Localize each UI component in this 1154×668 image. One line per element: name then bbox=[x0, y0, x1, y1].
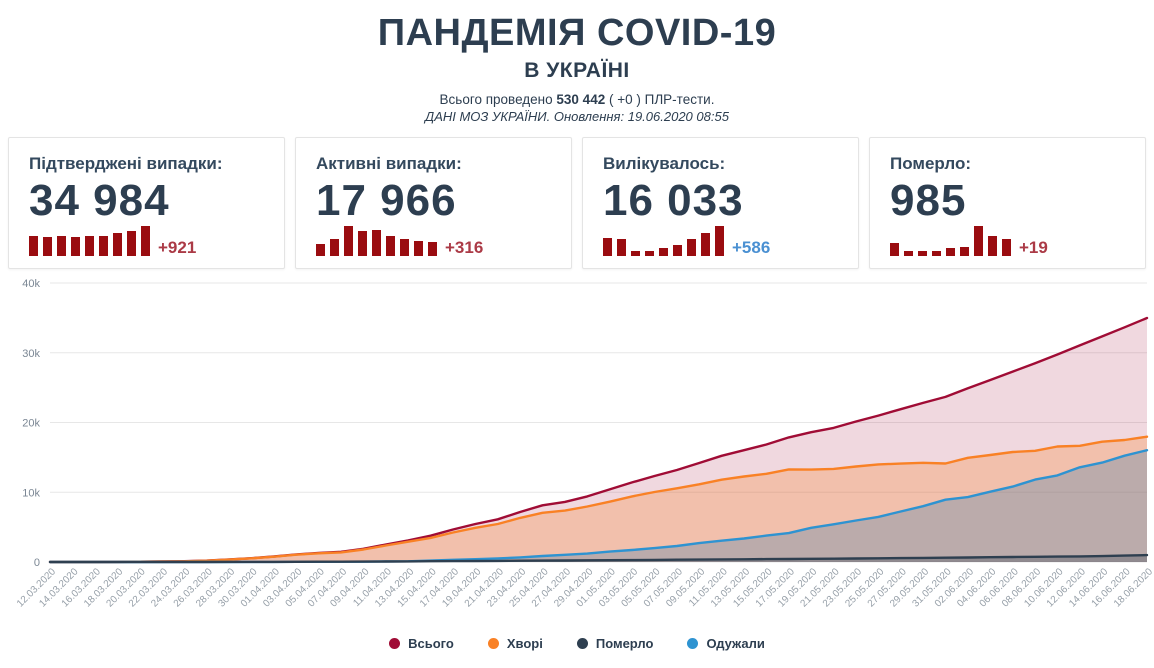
sparkline-bar bbox=[617, 239, 626, 256]
sparkline-bar bbox=[960, 247, 969, 256]
sparkline-bar bbox=[428, 242, 437, 256]
sparkline-bar bbox=[603, 238, 612, 256]
sparkline-bar bbox=[316, 244, 325, 256]
chart-container: 0 10k 20k 30k 40k 12.03.2020 14.03.2020 16.03.2… bbox=[0, 270, 1154, 636]
sparkline-bar bbox=[344, 226, 353, 256]
chart-area[interactable]: 010k20k30k40k12.03.202014.03.202016.03.2… bbox=[0, 270, 1154, 636]
y-axis-label: 30k bbox=[22, 348, 40, 360]
sparkline-bar bbox=[127, 231, 136, 256]
line-series-Померло bbox=[48, 553, 1149, 564]
sparkline-bar bbox=[988, 236, 997, 256]
tests-prefix: Всього проведено bbox=[439, 92, 553, 107]
page-title: ПАНДЕМІЯ COVID-19 bbox=[377, 12, 777, 54]
sparkline-bar bbox=[890, 243, 899, 256]
sparkline-bar bbox=[386, 236, 395, 256]
stat-label: Підтверджені випадки: bbox=[29, 154, 223, 173]
legend-item-Одужали[interactable]: Одужали bbox=[687, 636, 765, 651]
stat-delta: +19 bbox=[1019, 238, 1048, 257]
legend-label: Померло bbox=[595, 636, 654, 651]
stat-value: 16 033 bbox=[603, 176, 744, 225]
sparkline-bar bbox=[701, 233, 710, 256]
sparkline-bar bbox=[358, 231, 367, 256]
sparkline-bar bbox=[85, 236, 94, 256]
legend-item-Всього[interactable]: Всього bbox=[389, 636, 454, 651]
sparkline-bar bbox=[946, 248, 955, 256]
line-series-Хворі bbox=[48, 435, 1149, 564]
sparkline-bar bbox=[932, 251, 941, 256]
stat-cards-row: Підтверджені випадки: 34 984 +921 Активн… bbox=[8, 137, 1146, 269]
header: ПАНДЕМІЯ COVID-19 В УКРАЇНІ Всього прове… bbox=[0, 0, 1154, 124]
sparkline-bar bbox=[687, 239, 696, 256]
sparkline-bar bbox=[631, 251, 640, 256]
sparkline-bar bbox=[414, 241, 423, 256]
sparkline-bar bbox=[659, 248, 668, 256]
sparkline-bar bbox=[400, 239, 409, 256]
legend-dot bbox=[487, 638, 499, 649]
y-axis-label: 10k bbox=[22, 487, 40, 499]
update-line: ДАНІ МОЗ УКРАЇНИ. Оновлення: 19.06.2020 … bbox=[425, 109, 729, 124]
stat-value: 985 bbox=[890, 176, 967, 225]
sparkline-bar bbox=[71, 237, 80, 256]
sparkline-bar bbox=[330, 239, 339, 256]
sparkline: +586 bbox=[603, 226, 770, 256]
legend-label: Хворі bbox=[506, 636, 543, 651]
stat-card-active: Активні випадки: 17 966 +316 bbox=[295, 137, 572, 269]
tests-line: Всього проведено 530 442 ( +0 ) ПЛР-тест… bbox=[0, 92, 1154, 107]
page-subtitle: В УКРАЇНІ bbox=[524, 59, 630, 82]
stat-label: Вилікувалось: bbox=[603, 154, 726, 173]
sparkline-bar bbox=[372, 230, 381, 256]
sparkline-bar bbox=[974, 226, 983, 256]
sparkline-bar bbox=[715, 226, 724, 256]
area-series-Померло bbox=[50, 555, 1147, 562]
chart-legend: Всього Хворі Померло Одужали bbox=[0, 636, 1154, 651]
sparkline-bar bbox=[29, 236, 38, 256]
sparkline: +921 bbox=[29, 226, 196, 256]
area-series-Всього bbox=[50, 318, 1147, 562]
legend-item-Померло[interactable]: Померло bbox=[576, 636, 654, 651]
tests-count: 530 442 bbox=[556, 92, 606, 107]
y-axis-label: 40k bbox=[22, 278, 40, 290]
sparkline-bar bbox=[141, 226, 150, 256]
stat-delta: +316 bbox=[445, 238, 484, 257]
sparkline-bar bbox=[57, 236, 66, 256]
sparkline-bar bbox=[918, 251, 927, 256]
legend-dot bbox=[576, 638, 588, 649]
area-series-Хворі bbox=[50, 436, 1147, 562]
y-axis-label: 20k bbox=[22, 418, 40, 430]
stat-delta: +586 bbox=[732, 238, 771, 257]
area-series-Одужали bbox=[50, 450, 1147, 562]
legend-label: Всього bbox=[408, 636, 454, 651]
sparkline-bar bbox=[673, 245, 682, 256]
stat-delta: +921 bbox=[158, 238, 197, 257]
tests-suffix: ( +0 ) ПЛР-тести. bbox=[608, 92, 715, 107]
sparkline-bar bbox=[99, 236, 108, 256]
stat-card-recovered: Вилікувалось: 16 033 +586 bbox=[582, 137, 859, 269]
sparkline: +316 bbox=[316, 226, 483, 256]
sparkline: +19 bbox=[890, 226, 1048, 256]
sparkline-bar bbox=[1002, 239, 1011, 256]
legend-dot bbox=[687, 638, 699, 649]
legend-dot bbox=[389, 638, 401, 649]
sparkline-bar bbox=[113, 233, 122, 256]
stat-label: Померло: bbox=[890, 154, 971, 173]
legend-label: Одужали bbox=[706, 636, 765, 651]
stat-card-confirmed: Підтверджені випадки: 34 984 +921 bbox=[8, 137, 285, 269]
y-axis-label: 0 bbox=[34, 557, 40, 569]
legend-item-Хворі[interactable]: Хворі bbox=[487, 636, 543, 651]
stat-card-deaths: Померло: 985 +19 bbox=[869, 137, 1146, 269]
stat-value: 34 984 bbox=[29, 176, 170, 225]
stat-value: 17 966 bbox=[316, 176, 457, 225]
sparkline-bar bbox=[645, 251, 654, 256]
stat-label: Активні випадки: bbox=[316, 154, 462, 173]
sparkline-bar bbox=[904, 251, 913, 256]
sparkline-bar bbox=[43, 237, 52, 256]
